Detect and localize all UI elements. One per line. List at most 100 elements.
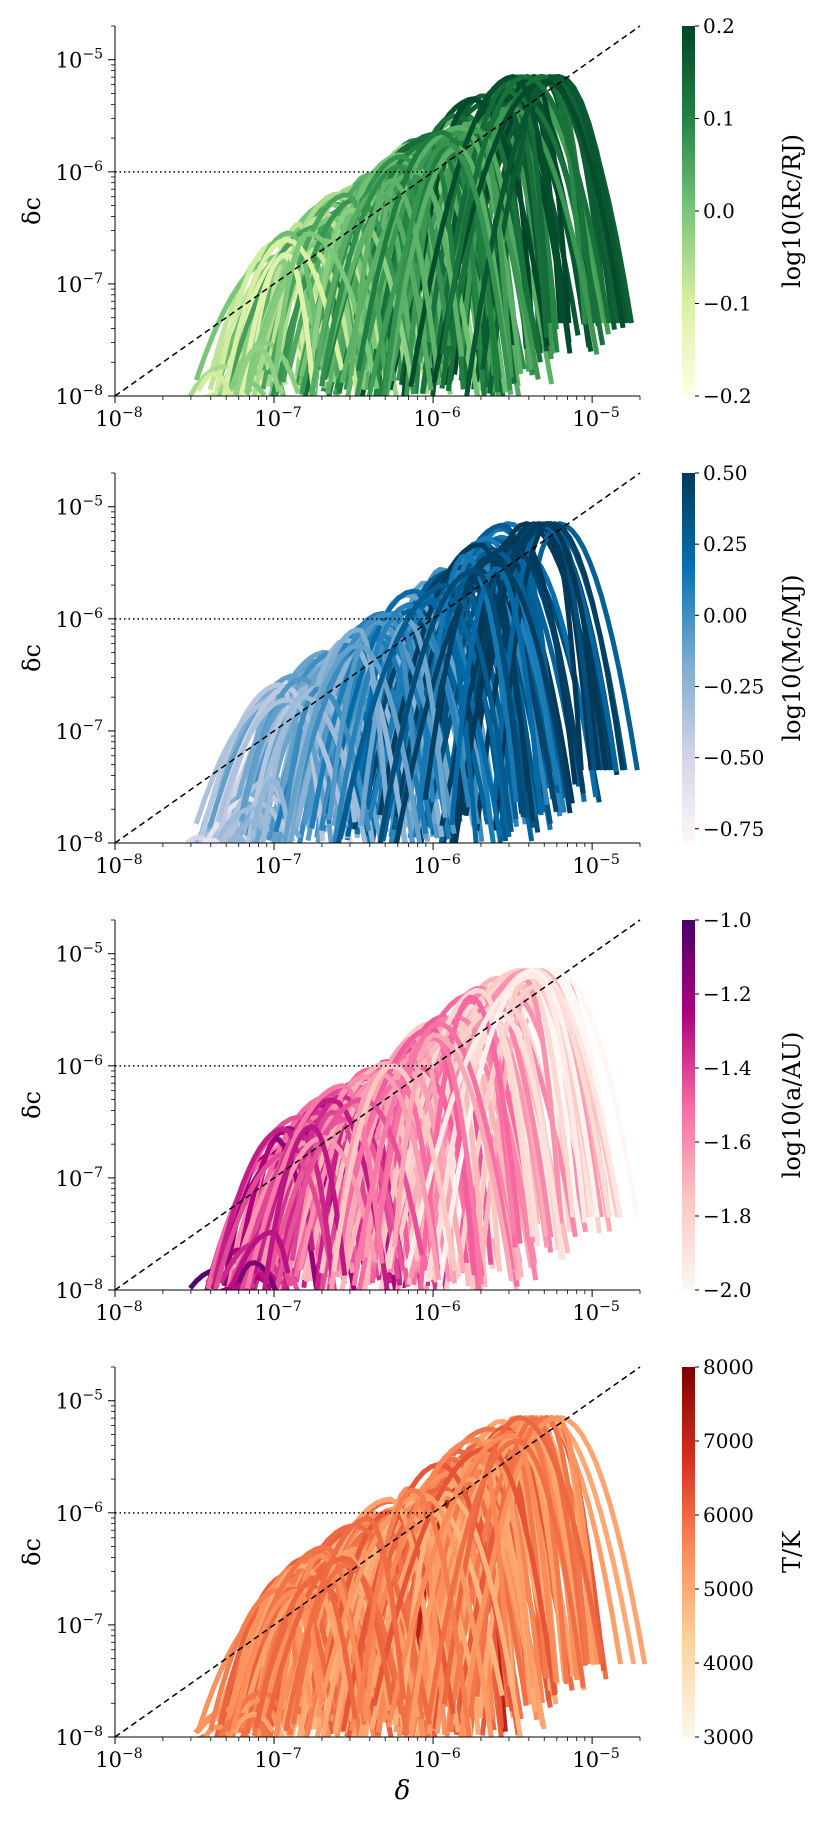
track: [273, 196, 417, 396]
track: [439, 521, 626, 827]
track: [339, 124, 524, 384]
colorbar-tick-label: 0.1: [703, 107, 735, 131]
colorbar-tick-label: −1.6: [703, 1130, 752, 1154]
colorbar-label: log10(Rc/RJ): [778, 134, 806, 288]
y-tick-label: 10−7: [56, 271, 103, 297]
one-to-one-line: [114, 1366, 641, 1738]
y-tick-label: 10−8: [56, 1724, 103, 1750]
track: [422, 554, 573, 805]
track: [370, 1021, 515, 1271]
y-tick-label: 10−7: [56, 1165, 103, 1191]
x-tick-label: 10−6: [413, 1299, 460, 1325]
track: [272, 231, 380, 390]
y-tick-label: 10−5: [56, 47, 103, 73]
panel-3: 10−8 10−7 10−6 10−5 10−8 10−7 10−6 10−5 δc −1.0 −1…: [18, 908, 806, 1325]
track: [236, 1260, 279, 1290]
track: [203, 795, 265, 843]
track: [406, 973, 588, 1267]
track: [208, 1587, 303, 1731]
colorbar-tick-label: −1.2: [703, 982, 752, 1006]
y-tick-label: 10−5: [56, 1388, 103, 1414]
colorbar-tick-label: 0.0: [703, 199, 735, 223]
track: [417, 994, 523, 1290]
track: [221, 237, 345, 396]
x-tick-label: 10−8: [95, 405, 142, 431]
track: [196, 370, 233, 396]
y-tick-label: 10−6: [56, 606, 103, 632]
tracks-3: [176, 967, 640, 1296]
track: [212, 1150, 338, 1290]
colorbar-tick-label: 3000: [703, 1725, 754, 1749]
y-axis-label: δc: [18, 197, 46, 225]
track: [202, 391, 221, 396]
colorbar-tick-label: −2.0: [703, 1278, 752, 1302]
one-to-one-line: [114, 472, 641, 844]
track: [441, 1415, 605, 1705]
track: [179, 846, 191, 848]
one-to-one-line: [114, 919, 641, 1291]
track: [185, 834, 205, 843]
track: [253, 1574, 358, 1729]
track: [230, 1588, 325, 1730]
y-axis-label: δc: [18, 1538, 46, 1566]
track: [266, 1116, 406, 1281]
track: [314, 1492, 494, 1737]
track: [250, 777, 291, 831]
colorbar-tick-label: −0.50: [703, 746, 764, 770]
track: [230, 1711, 275, 1734]
track: [386, 1433, 559, 1728]
x-tick-label: 10−6: [413, 1746, 460, 1772]
colorbar-tick-label: 4000: [703, 1651, 754, 1675]
y-axis-label: δc: [18, 1091, 46, 1119]
x-tick-label: 10−8: [95, 1746, 142, 1772]
track: [215, 697, 348, 826]
colorbar-tick-label: 6000: [703, 1503, 754, 1527]
colorbar-label: log10(Mc/MJ): [778, 574, 806, 741]
track: [298, 152, 480, 396]
track: [431, 78, 626, 384]
x-tick-label: 10−6: [413, 852, 460, 878]
track: [238, 251, 316, 396]
colorbar-tick-label: −0.2: [703, 384, 752, 408]
y-tick-label: 10−8: [56, 1277, 103, 1303]
track: [281, 642, 423, 843]
track: [328, 1070, 442, 1290]
colorbar: [682, 26, 695, 396]
track: [229, 1229, 291, 1290]
colorbar-tick-label: 5000: [703, 1577, 754, 1601]
track: [440, 74, 612, 355]
colorbar: [682, 920, 695, 1290]
y-tick-label: 10−5: [56, 494, 103, 520]
track: [325, 588, 503, 838]
track: [426, 1438, 586, 1719]
x-tick-label: 10−6: [413, 405, 460, 431]
x-tick-label: 10−5: [572, 1299, 619, 1325]
colorbar-label: T/K: [778, 1530, 806, 1573]
panel-4: 10−8 10−7 10−6 10−5 10−8 10−7 10−6 10−5 δc δ 8000 7…: [18, 1355, 806, 1806]
y-tick-label: 10−8: [56, 383, 103, 409]
colorbar-tick-label: −1.0: [703, 908, 752, 932]
panel-2: 10−8 10−7 10−6 10−5 10−8 10−7 10−6 10−5 δc 0.50 0.…: [18, 461, 806, 878]
colorbar-tick-label: 7000: [703, 1429, 754, 1453]
y-tick-label: 10−7: [56, 718, 103, 744]
track: [377, 567, 526, 843]
track: [335, 583, 514, 843]
x-tick-label: 10−7: [254, 1299, 301, 1325]
track: [458, 1415, 600, 1737]
track: [176, 1295, 181, 1296]
track: [384, 145, 514, 396]
track: [381, 140, 513, 396]
y-tick-label: 10−6: [56, 159, 103, 185]
x-tick-label: 10−7: [254, 1746, 301, 1772]
colorbar-tick-label: 8000: [703, 1355, 754, 1379]
track: [283, 1515, 407, 1732]
x-tick-label: 10−5: [572, 852, 619, 878]
x-tick-label: 10−8: [95, 1299, 142, 1325]
colorbar-tick-label: −1.8: [703, 1204, 752, 1228]
y-tick-label: 10−5: [56, 941, 103, 967]
colorbar-tick-label: −0.75: [703, 817, 764, 841]
track: [261, 1123, 348, 1290]
colorbar-tick-label: 0.25: [703, 532, 748, 556]
track: [404, 130, 541, 396]
